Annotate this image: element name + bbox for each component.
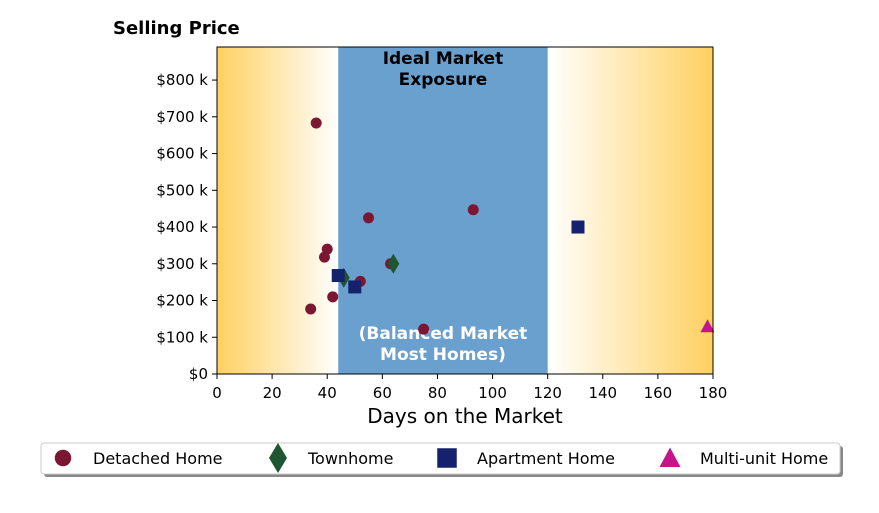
chart-title: Selling Price bbox=[113, 18, 240, 39]
y-tick-label: $600 k bbox=[156, 145, 208, 163]
x-tick-label: 40 bbox=[318, 384, 337, 402]
y-tick-label: $300 k bbox=[156, 255, 208, 273]
legend-marker-detached-home bbox=[54, 449, 72, 467]
point-apartment-home bbox=[348, 280, 362, 294]
x-tick-label: 20 bbox=[263, 384, 282, 402]
point-detached-home bbox=[327, 291, 339, 303]
point-apartment-home bbox=[571, 220, 585, 234]
x-tick-label: 0 bbox=[212, 384, 222, 402]
band-label-top-line: Ideal Market bbox=[383, 49, 504, 69]
gradient-left bbox=[217, 47, 339, 374]
point-detached-home bbox=[363, 212, 375, 224]
x-tick-label: 60 bbox=[373, 384, 392, 402]
plot-frame bbox=[216, 46, 714, 375]
point-detached-home bbox=[318, 251, 330, 263]
x-tick-label: 140 bbox=[588, 384, 617, 402]
x-tick-label: 80 bbox=[428, 384, 447, 402]
band-label-bottom-line: Most Homes) bbox=[380, 345, 506, 365]
y-tick-label: $200 k bbox=[156, 292, 208, 310]
legend-marker-multi-unit-home bbox=[659, 447, 681, 467]
data-points bbox=[305, 117, 715, 335]
x-tick-label: 160 bbox=[644, 384, 673, 402]
legend-label: Multi-unit Home bbox=[700, 449, 828, 468]
point-detached-home bbox=[467, 204, 479, 216]
gradient-right bbox=[547, 47, 713, 374]
y-tick-label: $500 k bbox=[156, 181, 208, 199]
point-detached-home bbox=[418, 323, 430, 335]
point-townhome bbox=[387, 253, 400, 274]
x-axis-label: Days on the Market bbox=[367, 404, 563, 428]
band-label-top-line: Exposure bbox=[399, 70, 488, 90]
legend-label: Townhome bbox=[307, 449, 393, 468]
x-tick-label: 120 bbox=[533, 384, 562, 402]
legend-label: Apartment Home bbox=[477, 449, 615, 468]
legend: Detached Home Townhome Apartment Home Multi… bbox=[40, 442, 843, 477]
ideal-exposure-band bbox=[338, 47, 548, 374]
point-detached-home bbox=[310, 117, 322, 129]
legend-marker-townhome bbox=[269, 443, 287, 473]
legend-label: Detached Home bbox=[93, 449, 223, 468]
plot-background bbox=[217, 47, 713, 374]
point-apartment-home bbox=[331, 269, 345, 283]
point-multi-unit-home bbox=[700, 319, 715, 333]
y-tick-label: $800 k bbox=[156, 71, 208, 89]
axes: 0 20 40 60 80 100 120 140 160 180 $0 $100 k $200 k $3… bbox=[156, 46, 728, 402]
band-label-bottom-line: (Balanced Market bbox=[359, 324, 528, 344]
y-tick-label: $0 bbox=[189, 365, 208, 383]
y-tick-label: $100 k bbox=[156, 328, 208, 346]
y-tick-label: $400 k bbox=[156, 218, 208, 236]
x-tick-label: 180 bbox=[699, 384, 728, 402]
x-tick-label: 100 bbox=[478, 384, 507, 402]
point-detached-home bbox=[305, 303, 317, 315]
y-tick-label: $700 k bbox=[156, 108, 208, 126]
legend-marker-apartment-home bbox=[437, 448, 457, 468]
